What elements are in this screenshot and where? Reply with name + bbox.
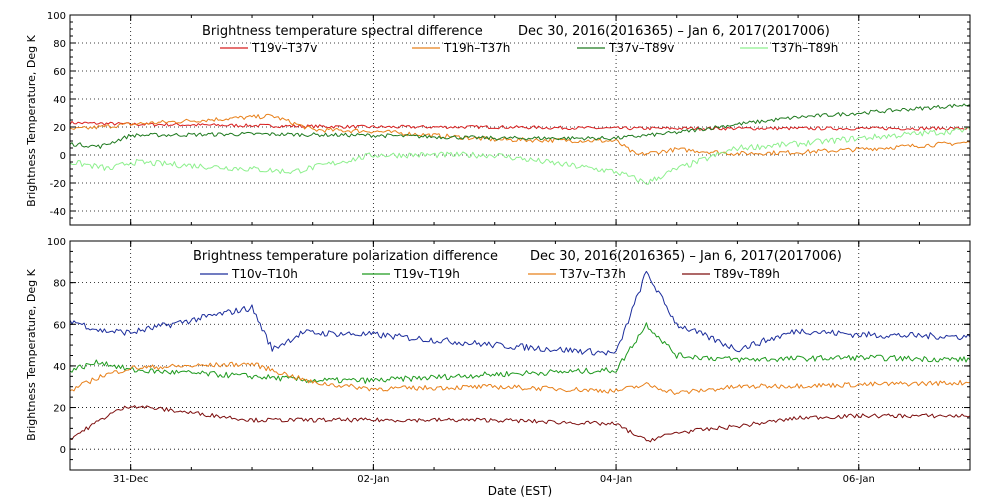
y-tick-label: 100 <box>47 11 66 22</box>
y-tick-label: -20 <box>50 179 66 190</box>
y-tick-label: 40 <box>53 95 66 106</box>
x-tick-label: 04-Jan <box>600 474 632 485</box>
series-line-2 <box>69 322 971 384</box>
series-line-1 <box>69 120 971 131</box>
panel2-legend: T10v–T10h T19v–T19h T37v–T37h T89v–T89h <box>200 267 780 281</box>
legend-label: T37h–T89h <box>771 41 838 55</box>
series-line-4 <box>69 405 971 443</box>
series-line-2 <box>69 113 971 156</box>
panel1-y-ticks: -40 -20 0 20 40 60 80 100 <box>47 11 970 226</box>
y-tick-label: 80 <box>53 39 66 50</box>
panel1-y-axis-label: Brightness Temperature, Deg K <box>25 34 38 206</box>
y-tick-label: 20 <box>53 123 66 134</box>
panel2-y-ticks: 0 20 40 60 80 100 <box>47 237 970 471</box>
series-line-4 <box>69 126 971 185</box>
panel2-x-ticks: 31-Dec 02-Jan 04-Jan 06-Jan <box>69 241 920 485</box>
series-line-3 <box>69 361 970 395</box>
y-tick-label: 100 <box>47 237 66 248</box>
x-tick-label: 06-Jan <box>843 474 875 485</box>
y-tick-label: 40 <box>53 362 66 373</box>
panel2-series <box>69 270 971 443</box>
x-axis-label: Date (EST) <box>488 484 552 498</box>
legend-label: T37v–T37h <box>559 267 626 281</box>
panel1-legend: T19v–T37v T19h–T37h T37v–T89v T37h–T89h <box>220 41 838 55</box>
legend-label: T19v–T19h <box>393 267 460 281</box>
series-line-1 <box>69 270 971 356</box>
spectral-difference-panel: -40 -20 0 20 40 60 80 100 Brightness temperatur… <box>25 11 971 226</box>
x-tick-label: 02-Jan <box>357 474 389 485</box>
legend-label: T19v–T37v <box>251 41 317 55</box>
y-tick-label: 80 <box>53 279 66 290</box>
panel2-title: Brightness temperature polarization diff… <box>193 249 498 264</box>
legend-label: T37v–T89v <box>608 41 674 55</box>
y-tick-label: 60 <box>53 67 66 78</box>
legend-label: T10v–T10h <box>231 267 298 281</box>
y-tick-label: 60 <box>53 320 66 331</box>
panel1-series <box>69 103 971 185</box>
x-tick-label: 31-Dec <box>113 474 149 485</box>
panel1-x-ticks <box>69 15 920 225</box>
panel2-frame <box>69 240 971 471</box>
panel1-grid <box>70 15 970 225</box>
panel2-y-axis-label: Brightness Temperature, Deg K <box>25 268 38 440</box>
panel2-grid <box>70 241 970 470</box>
polarization-difference-panel: 0 20 40 60 80 100 31-Dec 02-Jan 04-Jan 06-Jan Br… <box>25 237 971 498</box>
panel1-title: Brightness temperature spectral differen… <box>202 24 483 39</box>
panel2-date-range: Dec 30, 2016(2016365) – Jan 6, 2017(2017… <box>530 249 842 264</box>
y-tick-label: 20 <box>53 404 66 415</box>
legend-label: T19h–T37h <box>443 41 510 55</box>
y-tick-label: -40 <box>50 207 66 218</box>
panel1-date-range: Dec 30, 2016(2016365) – Jan 6, 2017(2017… <box>518 24 830 39</box>
legend-label: T89v–T89h <box>713 267 780 281</box>
y-tick-label: 0 <box>60 445 66 456</box>
y-tick-label: 0 <box>60 151 66 162</box>
series-line-3 <box>69 103 971 149</box>
